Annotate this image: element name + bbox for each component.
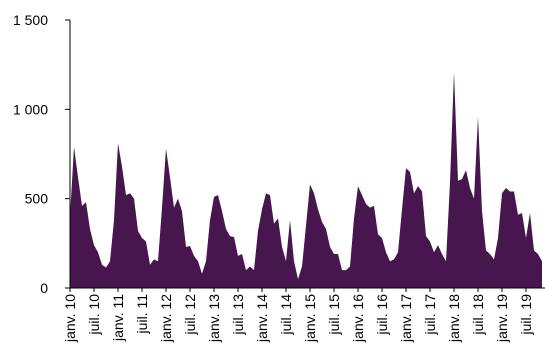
x-tick-label: juil. 18 <box>470 294 486 336</box>
x-tick-label: janv. 11 <box>110 294 126 342</box>
x-tick-label: janv. 10 <box>62 294 78 343</box>
x-tick-label: juil. 15 <box>326 294 342 336</box>
x-tick-label: juil. 10 <box>86 294 102 336</box>
y-tick-label: 1 000 <box>13 101 48 117</box>
x-tick-label: janv. 12 <box>158 294 174 343</box>
x-tick-label: juil. 13 <box>230 294 246 336</box>
x-tick-label: juil. 11 <box>134 294 150 335</box>
y-tick-label: 500 <box>25 191 49 207</box>
x-tick-label: janv. 19 <box>494 294 510 343</box>
x-tick-label: janv. 17 <box>398 294 414 343</box>
x-tick-label: janv. 15 <box>302 294 318 343</box>
y-tick-label: 0 <box>40 280 48 296</box>
x-tick-label: juil. 19 <box>518 294 534 336</box>
x-tick-label: janv. 14 <box>254 294 270 343</box>
area <box>70 71 542 289</box>
x-tick-label: janv. 18 <box>446 294 462 343</box>
x-tick-label: janv. 16 <box>350 294 366 343</box>
x-tick-label: juil. 12 <box>182 294 198 336</box>
x-tick-label: juil. 16 <box>374 294 390 336</box>
x-tick-label: juil. 17 <box>422 294 438 336</box>
x-tick-label: juil. 14 <box>278 294 294 336</box>
x-tick-label: janv. 13 <box>206 294 222 343</box>
y-tick-label: 1 500 <box>13 12 48 28</box>
